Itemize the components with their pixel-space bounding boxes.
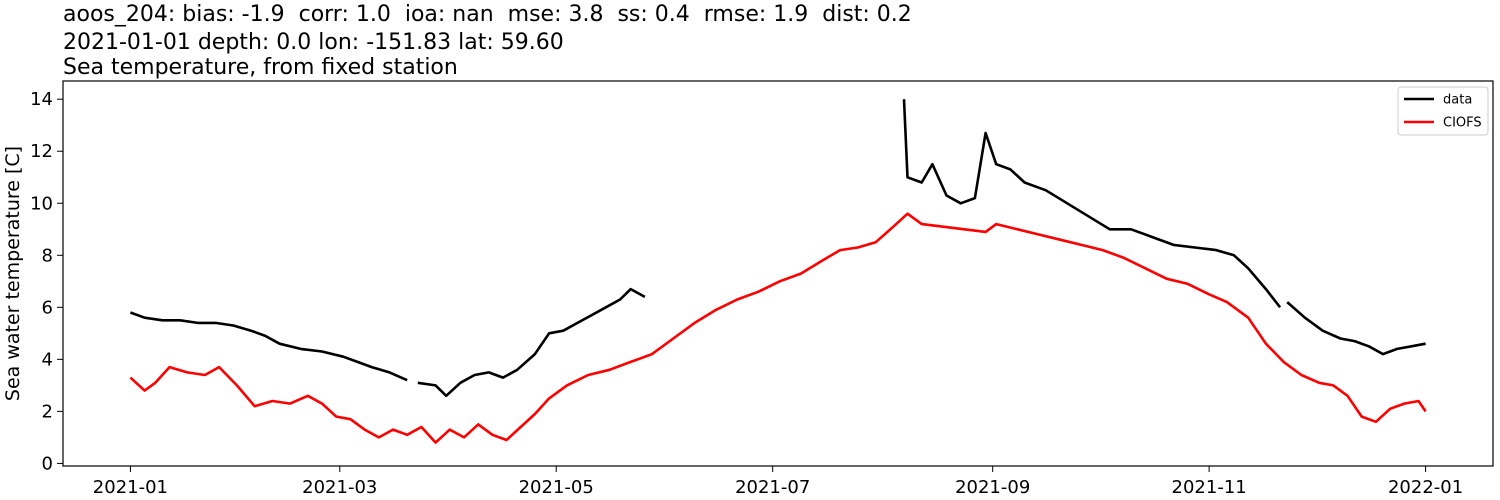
legend-label-ciofs: CIOFS [1443,116,1482,131]
y-tick-label: 12 [30,141,53,162]
y-tick-label: 0 [42,453,53,474]
y-tick-label: 8 [42,245,53,266]
x-tick-label: 2022-01 [1388,477,1463,498]
series-line-ciofs [129,212,1427,444]
y-axis-label: Sea water temperature [C] [2,146,24,401]
chart-title-location: 2021-01-01 depth: 0.0 lon: -151.83 lat: … [63,30,564,55]
x-tick-label: 2021-09 [955,477,1030,498]
y-axis: 0 2 4 6 8 10 12 14 [30,89,63,474]
y-tick-label: 2 [42,401,53,422]
plot-lines [129,99,1427,444]
chart-title-description: Sea temperature, from fixed station [63,55,458,80]
series-line-data [129,99,1426,398]
axes-frame [62,80,1494,467]
y-tick-label: 6 [42,297,53,318]
x-tick-label: 2021-03 [302,477,377,498]
x-tick-label: 2021-01 [93,477,168,498]
legend-label-data: data [1443,93,1472,108]
y-tick-label: 10 [30,193,53,214]
legend: data CIOFS [1397,86,1489,136]
chart-title-stats: aoos_204: bias: -1.9 corr: 1.0 ioa: nan … [63,2,912,27]
x-tick-label: 2021-05 [519,477,594,498]
y-tick-label: 14 [30,89,53,110]
x-axis: 2021-01 2021-03 2021-05 2021-07 2021-09 2021-… [93,466,1463,498]
x-tick-label: 2021-07 [735,477,810,498]
x-tick-label: 2021-11 [1172,477,1247,498]
y-tick-label: 4 [42,349,53,370]
